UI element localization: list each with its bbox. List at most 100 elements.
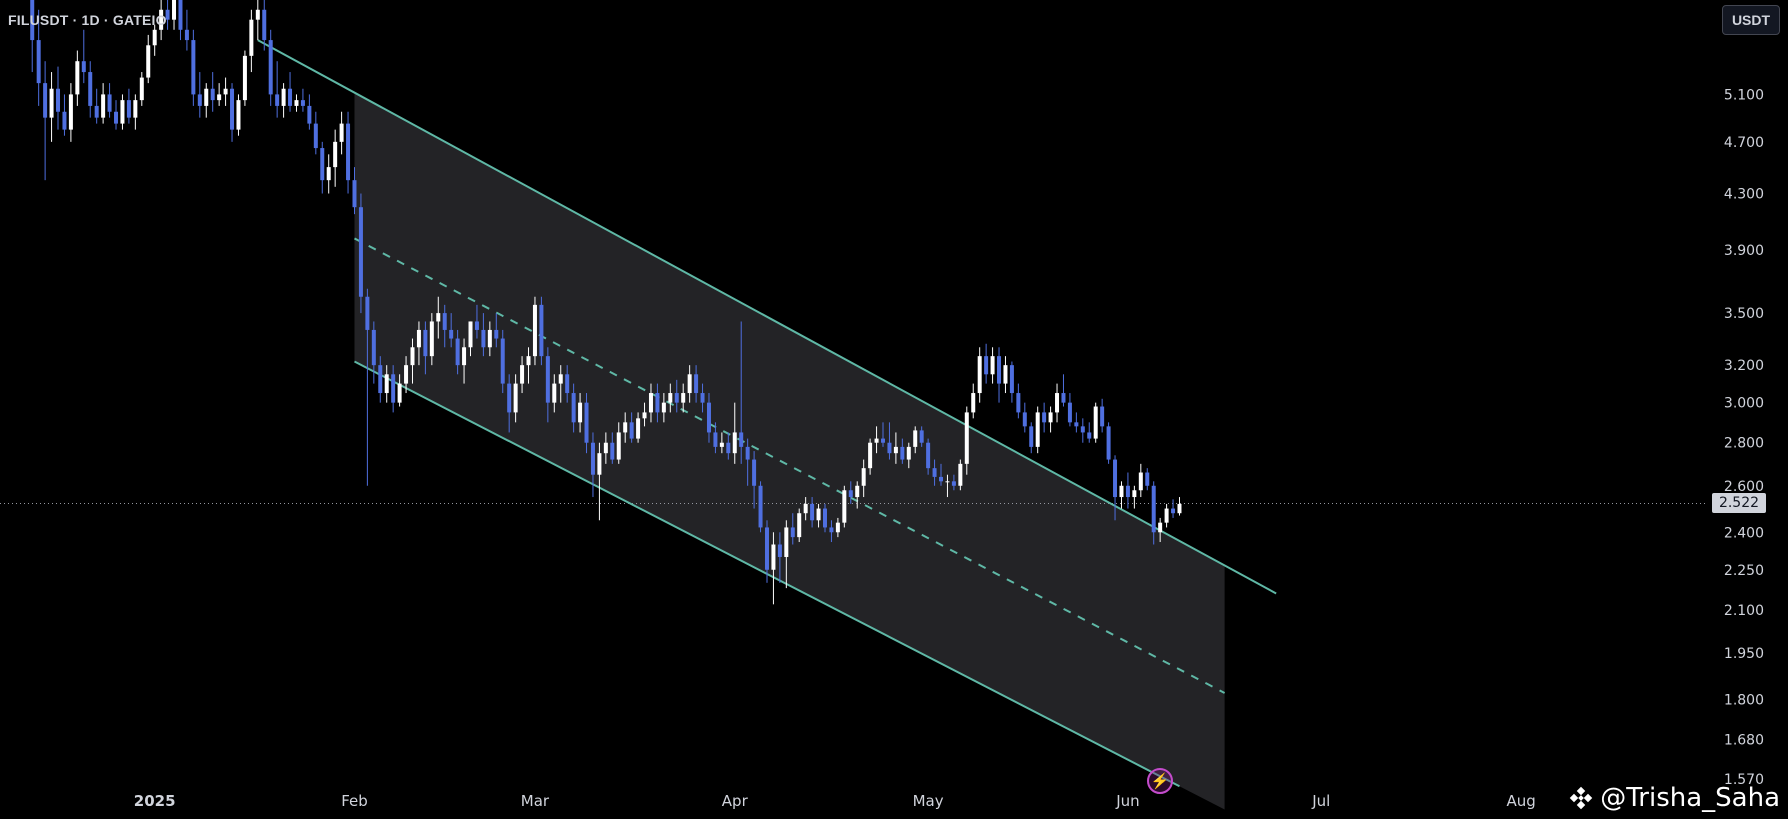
candle-body — [56, 88, 61, 112]
candle-body — [494, 329, 499, 339]
candle — [139, 72, 144, 106]
candle-body — [352, 180, 357, 208]
candle — [223, 77, 228, 106]
candle — [294, 94, 299, 112]
candle-body — [62, 111, 67, 130]
candle — [861, 459, 866, 498]
candle — [713, 422, 718, 454]
candle — [590, 432, 595, 498]
candle-body — [726, 442, 731, 454]
candle-body — [848, 490, 853, 498]
candle-body — [429, 321, 434, 357]
candle — [1100, 398, 1105, 433]
candle-body — [1158, 522, 1163, 533]
lightning-icon[interactable]: ⚡ — [1147, 767, 1174, 794]
candle-body — [868, 442, 873, 469]
candle — [236, 94, 241, 136]
candle-body — [1093, 406, 1098, 439]
candle-body — [668, 393, 673, 403]
candle-body — [822, 508, 827, 528]
candle — [674, 379, 679, 413]
candle-body — [887, 442, 892, 454]
candle — [816, 503, 821, 528]
candle — [623, 412, 628, 443]
candle-body — [107, 94, 112, 112]
candle — [771, 532, 776, 605]
candle — [964, 406, 969, 475]
currency-unit-button[interactable]: USDT — [1722, 5, 1780, 35]
candle-body — [881, 438, 886, 443]
x-tick-label: Apr — [722, 792, 749, 810]
candle-body — [165, 9, 170, 20]
candle — [68, 83, 73, 142]
candle-body — [1087, 432, 1092, 439]
candle-body — [842, 490, 847, 523]
candle — [752, 451, 757, 509]
candle — [1145, 468, 1150, 491]
candle-body — [784, 527, 789, 557]
candle-body — [565, 374, 570, 394]
candle-body — [481, 329, 486, 348]
candle-body — [623, 422, 628, 433]
candle — [436, 296, 441, 339]
candle — [578, 393, 583, 433]
candle-body — [1177, 503, 1182, 514]
candle-body — [971, 393, 976, 413]
candle — [797, 508, 802, 543]
candle — [487, 321, 492, 357]
candle — [62, 94, 67, 136]
candle-body — [133, 100, 138, 118]
candle — [75, 50, 80, 106]
candle — [855, 481, 860, 509]
candle-body — [75, 61, 80, 95]
candle — [455, 329, 460, 375]
candle-body — [642, 412, 647, 419]
candle-body — [1151, 485, 1156, 533]
candle-body — [810, 503, 815, 521]
candle-body — [294, 100, 299, 106]
candle — [951, 474, 956, 491]
candles — [30, 0, 1182, 605]
candle-body — [926, 442, 931, 469]
candle-body — [146, 45, 151, 78]
candle-body — [262, 9, 267, 41]
candle — [288, 72, 293, 112]
candle — [526, 347, 531, 384]
candle — [945, 474, 950, 498]
candle — [333, 129, 338, 187]
x-tick-label: Jun — [1115, 792, 1139, 810]
candle — [1029, 422, 1034, 454]
candle-body — [300, 100, 305, 106]
candle-body — [977, 356, 982, 394]
candle-body — [68, 94, 73, 130]
candle — [1074, 412, 1079, 433]
candle — [165, 0, 170, 30]
candle — [739, 321, 744, 464]
candle — [829, 520, 834, 543]
candle — [1113, 455, 1118, 521]
candle — [326, 154, 331, 194]
candle-body — [159, 9, 164, 30]
candle-body — [797, 513, 802, 538]
candle — [822, 503, 827, 533]
candle-body — [449, 329, 454, 339]
candle-body — [1074, 422, 1079, 427]
candle — [1042, 402, 1047, 433]
candle — [932, 459, 937, 486]
candle — [706, 393, 711, 443]
candle — [423, 321, 428, 375]
candle-body — [391, 374, 396, 403]
candle — [1055, 383, 1060, 423]
candle — [178, 0, 183, 41]
candle-body — [745, 446, 750, 460]
candle — [242, 50, 247, 106]
candle — [462, 338, 467, 384]
candle-body — [30, 0, 35, 41]
candle — [1080, 418, 1085, 443]
candle-body — [919, 430, 924, 443]
candle-body — [120, 100, 125, 124]
candle — [616, 422, 621, 464]
candle-body — [36, 40, 41, 84]
candle — [790, 513, 795, 545]
